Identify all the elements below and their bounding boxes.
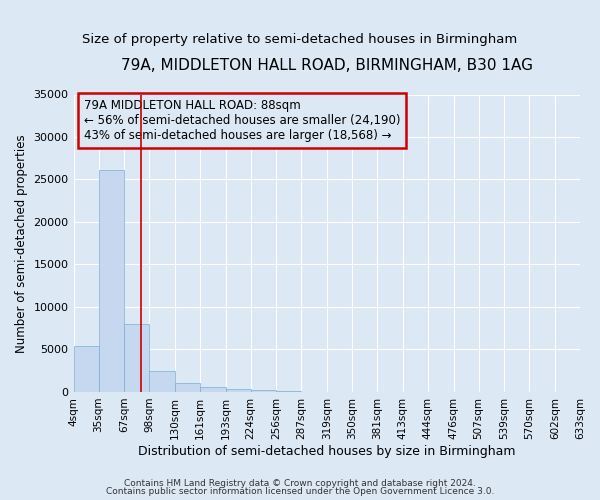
Bar (98, 170, 124, 392)
Bar (74, 346, 98, 392)
Bar (149, 371, 175, 392)
Bar (200, 387, 226, 392)
Bar (175, 383, 200, 392)
Bar (277, 391, 301, 392)
Y-axis label: Number of semi-detached properties: Number of semi-detached properties (15, 134, 28, 352)
Bar (226, 390, 251, 392)
Bar (124, 324, 149, 392)
Bar (251, 390, 277, 392)
Text: Contains HM Land Registry data © Crown copyright and database right 2024.: Contains HM Land Registry data © Crown c… (124, 478, 476, 488)
Title: 79A, MIDDLETON HALL ROAD, BIRMINGHAM, B30 1AG: 79A, MIDDLETON HALL ROAD, BIRMINGHAM, B3… (121, 58, 533, 72)
X-axis label: Distribution of semi-detached houses by size in Birmingham: Distribution of semi-detached houses by … (138, 444, 515, 458)
Text: 79A MIDDLETON HALL ROAD: 88sqm
← 56% of semi-detached houses are smaller (24,190: 79A MIDDLETON HALL ROAD: 88sqm ← 56% of … (83, 99, 400, 142)
Text: Size of property relative to semi-detached houses in Birmingham: Size of property relative to semi-detach… (82, 32, 518, 46)
Text: Contains public sector information licensed under the Open Government Licence 3.: Contains public sector information licen… (106, 487, 494, 496)
